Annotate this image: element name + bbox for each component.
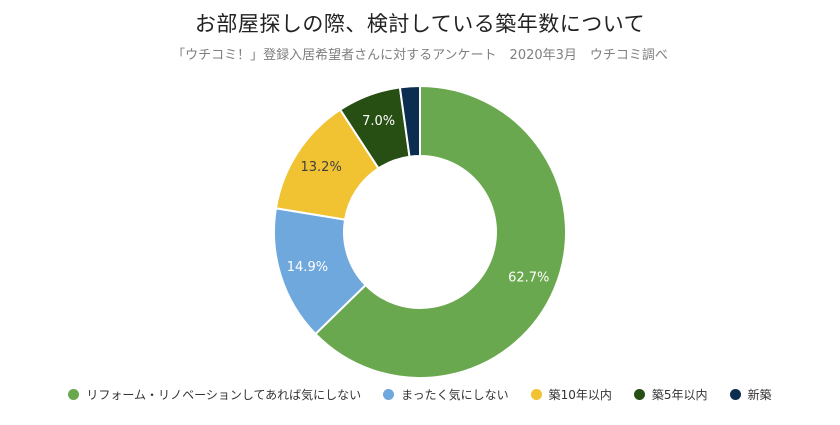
legend-label: 築5年以内 [651,388,708,402]
legend-item-5: 新築 [729,386,772,403]
legend-marker [633,389,645,400]
donut-label-2: 14.9% [287,260,328,275]
legend-label: まったく気にしない [401,388,509,402]
legend-item-2: まったく気にしない [383,386,509,403]
donut-label-1: 62.7% [508,270,549,285]
legend-item-4: 築5年以内 [633,386,708,403]
donut-label-3: 13.2% [301,160,342,175]
chart-title: お部屋探しの際、検討している築年数について [194,12,646,36]
legend-item-3: 築10年以内 [530,386,612,403]
donut-slice-5 [398,84,421,158]
donut-slice-1 [314,84,567,379]
legend-item-1: リフォーム・リノベーションしてあれば気にしない [68,386,361,403]
legend-label: 新築 [747,388,772,402]
legend-marker [729,389,741,400]
legend-label: リフォーム・リノベーションしてあれば気にしない [86,388,362,402]
legend-marker [68,389,80,400]
legend-marker [383,389,395,400]
donut-label-4: 7.0% [362,114,395,129]
legend-label: 築10年以内 [548,388,612,402]
legend-marker [530,389,542,400]
chart-subtitle: 「ウチコミ！」登録入居希望者さんに対するアンケート 2020年3月 ウチコミ調べ [172,48,668,63]
chart-legend: リフォーム・リノベーションしてあれば気にしない まったく気にしない 築10年以内 築5… [0,386,840,403]
